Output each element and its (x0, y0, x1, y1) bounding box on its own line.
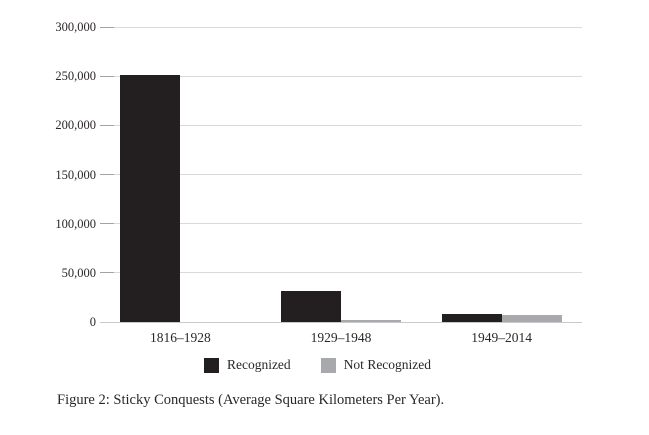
legend-label-recognized: Recognized (226, 357, 291, 372)
bar-not-recognized-1949-2014 (501, 314, 562, 322)
gridline-150000 (100, 174, 582, 175)
bar-recognized-1816-1928 (120, 75, 181, 322)
legend-swatch-recognized (203, 357, 219, 373)
gridline-50000 (100, 272, 582, 274)
gridline-100000 (100, 223, 582, 225)
bar-chart: 0 50,000 100,000 150,000 200,000 250,000 300,0… (0, 20, 635, 373)
bar-not-recognized-1929-1948 (341, 319, 401, 322)
x-axis-label-1929-1948: 1929–1948 (310, 330, 372, 345)
y-axis-label-50000: 50,000 (61, 265, 96, 280)
legend-item-recognized: Recognized (203, 357, 291, 373)
y-axis-label-0: 0 (89, 315, 96, 329)
x-axis-label-1816-1928: 1816–1928 (149, 330, 211, 345)
gridline-200000 (100, 124, 582, 126)
legend-label-not-recognized: Not Recognized (343, 357, 432, 372)
y-axis-label-250000: 250,000 (55, 69, 96, 84)
y-tick-300000 (100, 26, 114, 28)
y-axis-label-100000: 100,000 (55, 216, 96, 231)
figure-caption: Figure 2: Sticky Conquests (Average Squa… (57, 392, 445, 408)
y-tick-50000 (100, 272, 114, 274)
y-tick-150000 (100, 174, 114, 175)
y-tick-200000 (100, 124, 114, 126)
y-axis-label-150000: 150,000 (55, 167, 96, 182)
y-axis-label-200000: 200,000 (55, 118, 96, 133)
x-axis-label-1949-2014: 1949–2014 (471, 330, 533, 345)
y-tick-250000 (100, 75, 114, 77)
y-axis-label-300000: 300,000 (55, 20, 96, 34)
legend-swatch-not-recognized (320, 357, 336, 373)
y-tick-100000 (100, 223, 114, 225)
legend-item-not-recognized: Not Recognized (320, 357, 432, 373)
x-axis-line (100, 321, 582, 323)
bar-recognized-1949-2014 (441, 314, 502, 322)
bar-recognized-1929-1948 (281, 290, 341, 322)
chart-legend: Recognized Not Recognized (0, 357, 635, 373)
gridline-250000 (100, 75, 582, 77)
gridline-300000 (100, 26, 582, 28)
plot-area (100, 26, 582, 323)
